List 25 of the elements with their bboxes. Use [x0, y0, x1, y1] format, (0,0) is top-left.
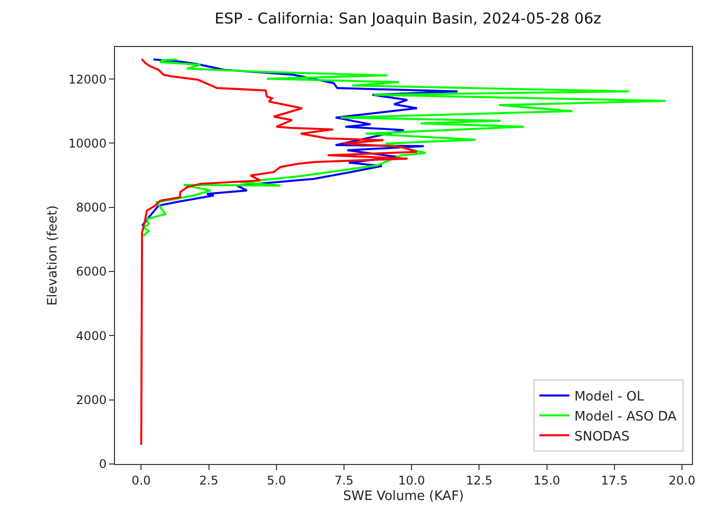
- legend-label: SNODAS: [574, 429, 630, 444]
- x-axis-title: SWE Volume (KAF): [343, 489, 464, 504]
- y-tick-label: 4000: [76, 328, 107, 343]
- y-axis-title: Elevation (feet): [45, 205, 60, 306]
- line-series: [140, 58, 418, 446]
- y-tick-label: 10000: [68, 136, 107, 150]
- y-tick-label: 0: [98, 457, 107, 472]
- y-tick-label: 2000: [76, 393, 107, 408]
- legend-label: Model - ASO DA: [574, 409, 677, 424]
- x-tick-label: 2.5: [199, 473, 218, 488]
- x-tick-label: 7.5: [334, 473, 354, 488]
- x-tick-label: 0.0: [132, 473, 151, 488]
- x-tick-label: 10.0: [398, 473, 425, 488]
- chart-title: ESP - California: San Joaquin Basin, 2024-05-28 06z: [214, 9, 602, 28]
- x-tick-label: 15.0: [533, 473, 560, 488]
- y-tick-label: 8000: [76, 200, 107, 215]
- line-series: [142, 58, 667, 237]
- x-tick-label: 12.5: [466, 473, 493, 488]
- y-tick-label: 6000: [76, 264, 107, 279]
- x-tick-label: 17.5: [601, 473, 628, 488]
- x-tick-label: 20.0: [668, 473, 696, 488]
- x-tick-label: 5.0: [266, 473, 286, 488]
- legend-label: Model - OL: [574, 390, 645, 405]
- line-series: [141, 58, 459, 227]
- y-tick-label: 12000: [68, 72, 107, 86]
